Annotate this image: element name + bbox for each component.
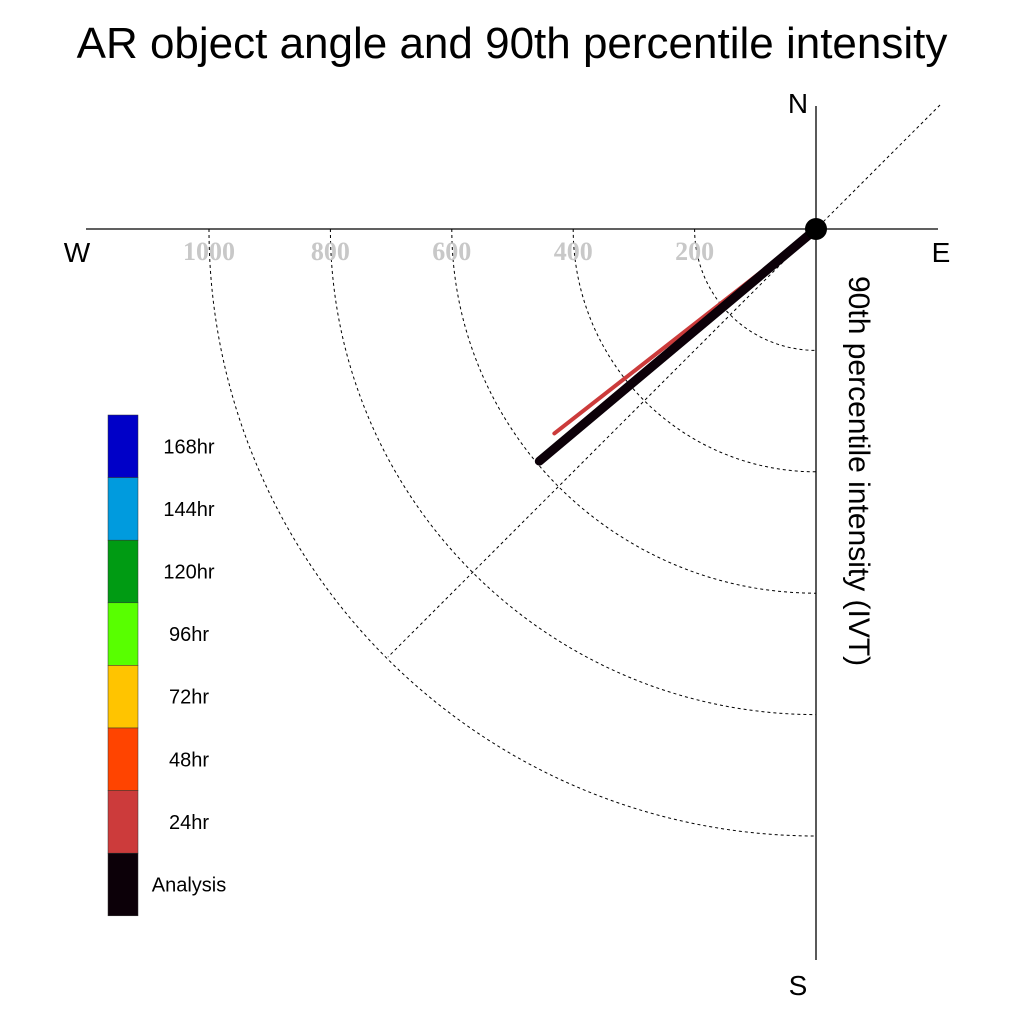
radial-tick-label: 800: [311, 237, 350, 266]
radial-tick-label: 1000: [183, 237, 235, 266]
legend-swatch-120hr: [107, 539, 139, 604]
legend-swatch-168hr: [107, 414, 139, 478]
radial-tick-label: 400: [554, 237, 593, 266]
legend-swatch-48hr: [107, 727, 139, 791]
radial-tick-label: 600: [432, 237, 471, 266]
grid-arc-600: [451, 228, 817, 594]
vectors: [534, 224, 821, 466]
grid-arc-200: [694, 228, 817, 351]
east-label: E: [932, 237, 951, 268]
grid-arc-1000: [208, 228, 817, 837]
legend-label: 144hr: [163, 499, 214, 521]
west-label: W: [64, 237, 91, 268]
legend-label: 72hr: [169, 687, 209, 709]
origin-marker: [805, 218, 827, 240]
north-label: N: [788, 88, 808, 119]
reference-line-45deg: [387, 104, 941, 658]
legend-swatch-72hr: [107, 665, 139, 729]
radial-tick-labels: 200 400 600 800 1000: [183, 237, 714, 266]
vector-analysis: [534, 224, 821, 466]
legend-swatch-24hr: [107, 790, 139, 854]
legend-label: Analysis: [152, 875, 226, 897]
legend-label: 120hr: [163, 562, 214, 584]
south-label: S: [789, 970, 808, 1001]
legend-swatch-96hr: [107, 602, 139, 666]
legend-swatch-144hr: [107, 477, 139, 541]
y-axis-label: 90th percentile intensity (IVT): [842, 276, 875, 666]
legend-label: 96hr: [169, 624, 209, 646]
grid: [208, 228, 817, 837]
radial-tick-label: 200: [675, 237, 714, 266]
grid-arc-400: [572, 228, 817, 473]
legend-label: 168hr: [163, 436, 214, 458]
grid-arc-800: [329, 228, 817, 716]
legend-swatch-analysis: [107, 852, 139, 917]
legend-label: 24hr: [169, 812, 209, 834]
legend: 168hr 144hr 120hr 96hr 72hr 48hr 24hr Analysis: [107, 414, 226, 917]
chart-title: AR object angle and 90th percentile inte…: [77, 19, 948, 68]
axes: [86, 104, 941, 960]
legend-label: 48hr: [169, 749, 209, 771]
